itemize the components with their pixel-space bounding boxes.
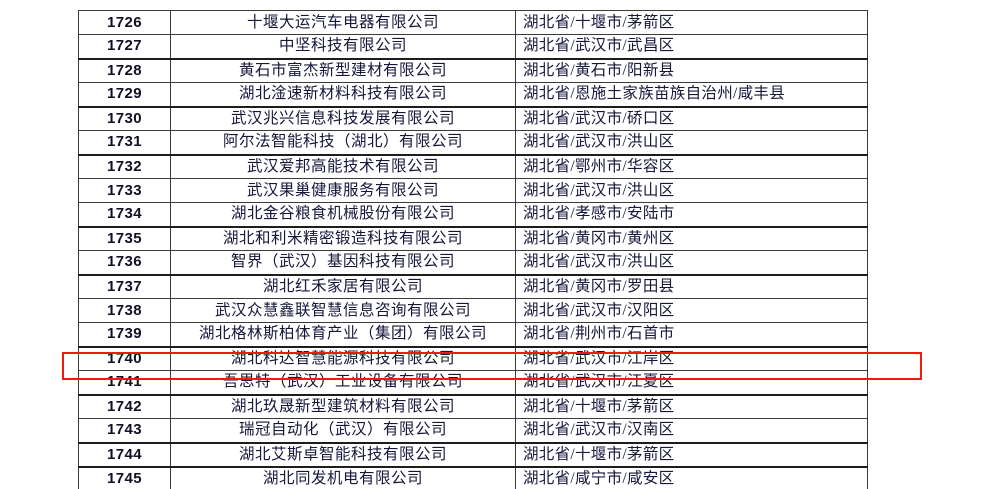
- row-address-cell: 湖北省/十堰市/茅箭区: [515, 10, 868, 35]
- row-address-cell: 湖北省/恩施土家族苗族自治州/咸丰县: [515, 82, 868, 107]
- table-row[interactable]: 1741 吾思特（武汉）工业设备有限公司 湖北省/武汉市/江夏区: [78, 370, 868, 395]
- enterprise-list-table: 1726 十堰大运汽车电器有限公司 湖北省/十堰市/茅箭区 1727 中坚科技有…: [78, 10, 868, 489]
- row-address-cell: 湖北省/武汉市/汉阳区: [515, 298, 868, 323]
- table-row[interactable]: 1738 武汉众慧鑫联智慧信息咨询有限公司 湖北省/武汉市/汉阳区: [78, 298, 868, 323]
- row-index-cell: 1741: [78, 370, 171, 395]
- row-index-cell: 1726: [78, 10, 171, 35]
- row-address-cell: 湖北省/黄石市/阳新县: [515, 57, 868, 83]
- row-address-cell: 湖北省/鄂州市/华容区: [515, 153, 868, 179]
- row-address-cell: 湖北省/孝感市/安陆市: [515, 202, 868, 227]
- row-name-cell: 湖北红禾家居有限公司: [170, 273, 516, 299]
- row-address-cell: 湖北省/黄冈市/黄州区: [515, 225, 868, 251]
- table-row[interactable]: 1745 湖北同发机电有限公司 湖北省/咸宁市/咸安区: [78, 465, 868, 489]
- row-address-cell: 湖北省/十堰市/茅箭区: [515, 441, 868, 467]
- table-row[interactable]: 1728 黄石市富杰新型建材有限公司 湖北省/黄石市/阳新县: [78, 57, 868, 83]
- row-name-cell: 武汉兆兴信息科技发展有限公司: [170, 105, 516, 131]
- table-row[interactable]: 1730 武汉兆兴信息科技发展有限公司 湖北省/武汉市/硚口区: [78, 105, 868, 131]
- row-address-cell: 湖北省/武汉市/洪山区: [515, 250, 868, 275]
- row-address-cell: 湖北省/十堰市/茅箭区: [515, 393, 868, 419]
- row-index-cell: 1732: [78, 153, 171, 179]
- row-name-cell: 十堰大运汽车电器有限公司: [170, 10, 516, 35]
- row-address-cell: 湖北省/武汉市/洪山区: [515, 130, 868, 155]
- row-name-cell: 湖北和利米精密锻造科技有限公司: [170, 225, 516, 251]
- row-address-cell: 湖北省/武汉市/汉南区: [515, 418, 868, 443]
- row-name-cell: 智界（武汉）基因科技有限公司: [170, 250, 516, 275]
- row-index-cell: 1735: [78, 225, 171, 251]
- row-name-cell: 武汉果巢健康服务有限公司: [170, 178, 516, 203]
- row-index-cell: 1737: [78, 273, 171, 299]
- table-row[interactable]: 1742 湖北玖晟新型建筑材料有限公司 湖北省/十堰市/茅箭区: [78, 393, 868, 419]
- row-index-cell: 1733: [78, 178, 171, 203]
- table-row[interactable]: 1734 湖北金谷粮食机械股份有限公司 湖北省/孝感市/安陆市: [78, 202, 868, 227]
- row-index-cell: 1739: [78, 322, 171, 347]
- row-name-cell: 瑞冠自动化（武汉）有限公司: [170, 418, 516, 443]
- row-address-cell: 湖北省/武汉市/洪山区: [515, 178, 868, 203]
- table-row[interactable]: 1744 湖北艾斯卓智能科技有限公司 湖北省/十堰市/茅箭区: [78, 441, 868, 467]
- table-row[interactable]: 1735 湖北和利米精密锻造科技有限公司 湖北省/黄冈市/黄州区: [78, 225, 868, 251]
- row-index-cell: 1727: [78, 34, 171, 59]
- row-name-cell: 黄石市富杰新型建材有限公司: [170, 57, 516, 83]
- row-address-cell: 湖北省/武汉市/江岸区: [515, 345, 868, 371]
- table-row[interactable]: 1731 阿尔法智能科技（湖北）有限公司 湖北省/武汉市/洪山区: [78, 130, 868, 155]
- table-row[interactable]: 1732 武汉爱邦高能技术有限公司 湖北省/鄂州市/华容区: [78, 153, 868, 179]
- row-index-cell: 1743: [78, 418, 171, 443]
- row-index-cell: 1742: [78, 393, 171, 419]
- row-index-cell: 1738: [78, 298, 171, 323]
- table-row[interactable]: 1736 智界（武汉）基因科技有限公司 湖北省/武汉市/洪山区: [78, 250, 868, 275]
- row-name-cell: 中坚科技有限公司: [170, 34, 516, 59]
- row-name-cell: 湖北同发机电有限公司: [170, 465, 516, 489]
- row-name-cell: 湖北玖晟新型建筑材料有限公司: [170, 393, 516, 419]
- row-address-cell: 湖北省/咸宁市/咸安区: [515, 465, 868, 489]
- row-index-cell: 1731: [78, 130, 171, 155]
- table-row[interactable]: 1743 瑞冠自动化（武汉）有限公司 湖北省/武汉市/汉南区: [78, 418, 868, 443]
- row-index-cell: 1730: [78, 105, 171, 131]
- row-name-cell: 武汉众慧鑫联智慧信息咨询有限公司: [170, 298, 516, 323]
- row-address-cell: 湖北省/黄冈市/罗田县: [515, 273, 868, 299]
- row-index-cell: 1729: [78, 82, 171, 107]
- row-name-cell: 湖北淦速新材料科技有限公司: [170, 82, 516, 107]
- table-row-highlighted[interactable]: 1740 湖北科达智慧能源科技有限公司 湖北省/武汉市/江岸区: [78, 345, 868, 371]
- row-index-cell: 1736: [78, 250, 171, 275]
- row-index-cell: 1734: [78, 202, 171, 227]
- table-row[interactable]: 1727 中坚科技有限公司 湖北省/武汉市/武昌区: [78, 34, 868, 59]
- table-body: 1726 十堰大运汽车电器有限公司 湖北省/十堰市/茅箭区 1727 中坚科技有…: [78, 10, 868, 489]
- table-row[interactable]: 1739 湖北格林斯柏体育产业（集团）有限公司 湖北省/荆州市/石首市: [78, 322, 868, 347]
- row-address-cell: 湖北省/武汉市/武昌区: [515, 34, 868, 59]
- row-name-cell: 湖北科达智慧能源科技有限公司: [170, 345, 516, 371]
- table-row[interactable]: 1729 湖北淦速新材料科技有限公司 湖北省/恩施土家族苗族自治州/咸丰县: [78, 82, 868, 107]
- row-name-cell: 阿尔法智能科技（湖北）有限公司: [170, 130, 516, 155]
- row-index-cell: 1728: [78, 57, 171, 83]
- row-name-cell: 吾思特（武汉）工业设备有限公司: [170, 370, 516, 395]
- row-index-cell: 1740: [78, 345, 171, 371]
- row-name-cell: 武汉爱邦高能技术有限公司: [170, 153, 516, 179]
- row-address-cell: 湖北省/荆州市/石首市: [515, 322, 868, 347]
- row-address-cell: 湖北省/武汉市/江夏区: [515, 370, 868, 395]
- row-name-cell: 湖北金谷粮食机械股份有限公司: [170, 202, 516, 227]
- table-row[interactable]: 1733 武汉果巢健康服务有限公司 湖北省/武汉市/洪山区: [78, 178, 868, 203]
- table-row[interactable]: 1726 十堰大运汽车电器有限公司 湖北省/十堰市/茅箭区: [78, 10, 868, 35]
- row-name-cell: 湖北格林斯柏体育产业（集团）有限公司: [170, 322, 516, 347]
- row-index-cell: 1745: [78, 465, 171, 489]
- row-index-cell: 1744: [78, 441, 171, 467]
- table-row[interactable]: 1737 湖北红禾家居有限公司 湖北省/黄冈市/罗田县: [78, 273, 868, 299]
- row-name-cell: 湖北艾斯卓智能科技有限公司: [170, 441, 516, 467]
- row-address-cell: 湖北省/武汉市/硚口区: [515, 105, 868, 131]
